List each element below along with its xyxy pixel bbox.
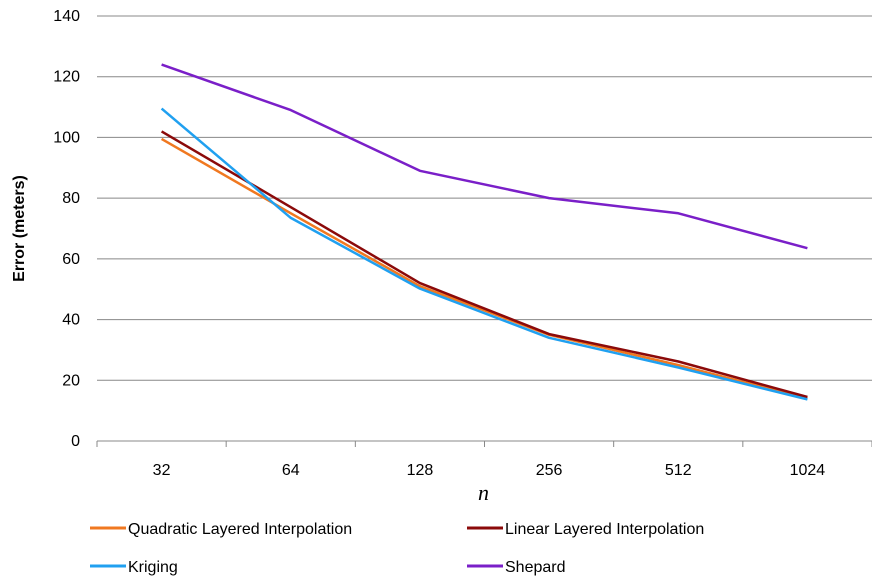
x-tick-label: 32 <box>153 462 171 479</box>
y-tick-label: 80 <box>62 190 80 207</box>
y-tick-label: 20 <box>62 372 80 389</box>
series-lines <box>160 63 808 401</box>
y-axis-label: Error (meters) <box>11 175 28 282</box>
x-tick-label: 128 <box>407 462 434 479</box>
y-tick-label: 100 <box>53 129 80 146</box>
x-tick-label: 1024 <box>790 462 826 479</box>
legend-label: Quadratic Layered Interpolation <box>128 521 352 538</box>
x-axis-label: n <box>478 480 489 505</box>
y-tick-label: 0 <box>71 433 80 450</box>
legend-label: Linear Layered Interpolation <box>505 521 704 538</box>
y-axis-ticks: 0 20 40 60 80 100 120 140 <box>53 8 80 450</box>
legend: Quadratic Layered Interpolation Linear La… <box>90 521 704 576</box>
x-axis <box>96 440 872 447</box>
x-axis-ticks: 32 64 128 256 512 1024 <box>153 462 826 479</box>
y-tick-label: 60 <box>62 251 80 268</box>
legend-label: Kriging <box>128 559 178 576</box>
gridlines <box>97 15 872 381</box>
y-tick-label: 40 <box>62 312 80 329</box>
series-line-3 <box>161 63 808 250</box>
y-tick-label: 120 <box>53 69 80 86</box>
series-line-0 <box>160 137 808 400</box>
x-tick-label: 256 <box>536 462 563 479</box>
x-tick-label: 512 <box>665 462 692 479</box>
x-tick-label: 64 <box>282 462 300 479</box>
legend-label: Shepard <box>505 559 566 576</box>
series-line-1 <box>160 130 808 399</box>
y-tick-label: 140 <box>53 8 80 25</box>
series-line-2 <box>160 107 808 401</box>
